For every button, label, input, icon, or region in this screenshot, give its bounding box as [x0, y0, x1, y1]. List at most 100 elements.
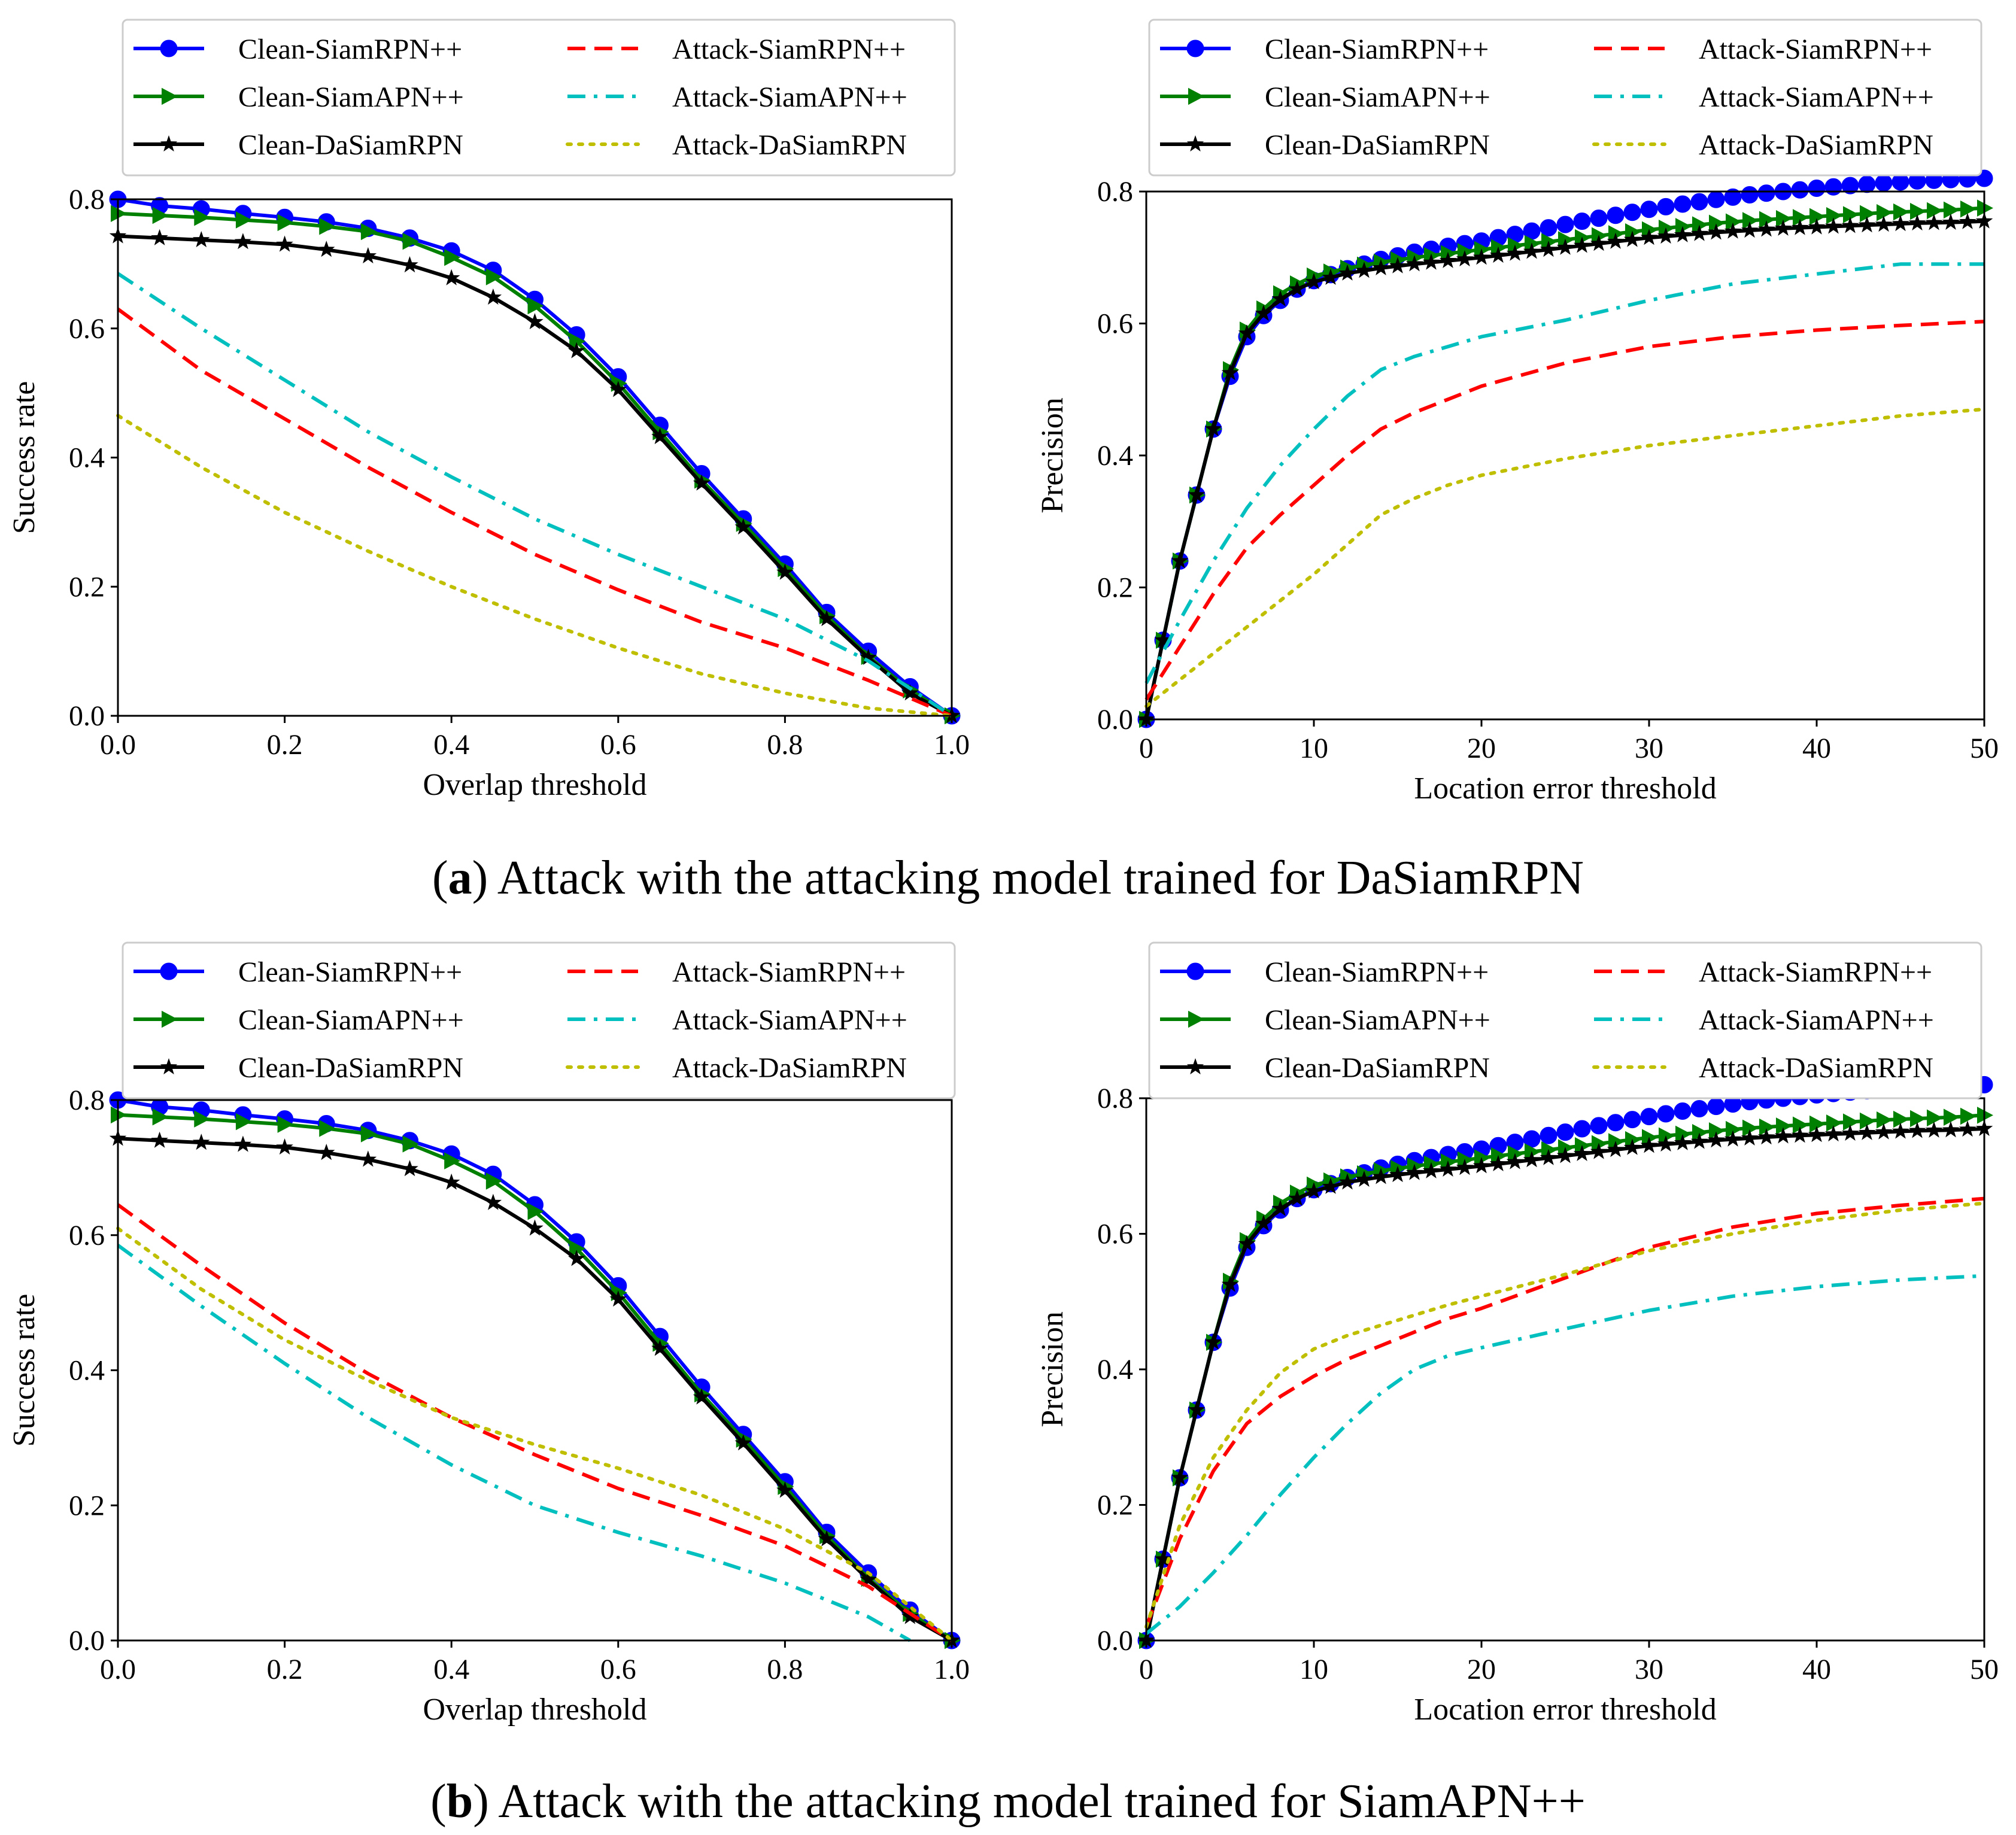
chart-a-left-legend-clean-dasiamrpn-point-swatch: [160, 135, 178, 152]
chart-a-left-legend-clean-dasiamrpn-label: Clean-DaSiamRPN: [238, 129, 463, 161]
chart-a-right-series-clean-dasiamrpn-point-21: [1489, 246, 1507, 263]
chart-a-left-legend-clean-siamapn-point-swatch: [162, 87, 178, 105]
chart-a-left-series-clean-siamapn-point-7: [402, 232, 419, 250]
chart-a-left-legend: Clean-SiamRPN++ Clean-SiamAPN++ Clean-DaSi…: [122, 19, 956, 177]
chart-a-right-series-clean-siamapn-point-38: [1776, 209, 1792, 227]
chart-b-right-series-clean-dasiamrpn-point-46: [1908, 1122, 1926, 1138]
chart-b-right-legend-clean-dasiamrpn-point-swatch: [1186, 1058, 1204, 1075]
chart-b-right-xtick-label-4: 40: [1802, 1654, 1831, 1685]
chart-b-left-xlabel: Overlap threshold: [423, 1693, 646, 1727]
chart-a-left-series-clean-dasiamrpn-point-6: [359, 247, 377, 264]
chart-b-right-ytick-label-0: 0.0: [1097, 1625, 1133, 1657]
chart-b-left-legend-attack-siamrpn-label: Attack-SiamRPN++: [672, 956, 906, 988]
chart-a-right-series-clean-siamapn-point-39: [1793, 209, 1809, 226]
chart-a-right-series-clean-dasiamrpn-point-9: [1288, 280, 1306, 297]
chart-a-right-ytick-label-0: 0.0: [1097, 704, 1133, 736]
chart-a-right-xtick-label-0: 0: [1139, 733, 1153, 764]
chart-b-left-series-clean-dasiamrpn-point-10: [526, 1219, 544, 1236]
chart-b-left-legend: Clean-SiamRPN++ Clean-SiamAPN++ Clean-DaSi…: [122, 941, 956, 1099]
caption-a-label: a: [448, 852, 472, 904]
chart-a-left-legend-clean-siamapn-label: Clean-SiamAPN++: [238, 81, 464, 113]
chart-b-right-legend-box: [1148, 941, 1982, 1099]
chart-a-right-series-clean-siamapn-point-49: [1960, 200, 1976, 218]
chart-a-right-series-clean-dasiamrpn-point-26: [1573, 236, 1591, 253]
chart-b-right-series-clean-dasiamrpn-point-19: [1456, 1159, 1474, 1175]
chart-a-left-series-clean-dasiamrpn-point-1: [151, 229, 168, 245]
chart-a-right-series-clean-siamapn-point-46: [1910, 202, 1926, 220]
chart-b-right-legend-attack-siamrpn-label: Attack-SiamRPN++: [1699, 956, 1932, 988]
chart-a-right-series-attack-siamrpn-line: [1144, 320, 1985, 701]
caption-a-open: (: [432, 852, 448, 904]
chart-a-left-series-attack-dasiamrpn-line: [116, 414, 954, 718]
chart-b-right-series-clean-siamapn-point-23: [1525, 1143, 1541, 1160]
chart-a-right-series-clean-dasiamrpn-point-19: [1456, 250, 1474, 267]
chart-a-right-series-clean-siamapn-point-25: [1558, 231, 1574, 248]
chart-b-right-series-clean-dasiamrpn-point-15: [1389, 1166, 1407, 1183]
chart-b-left-series-clean-dasiamrpn-point-5: [318, 1144, 335, 1160]
chart-b-right-series-clean-siamapn-point-21: [1491, 1147, 1507, 1165]
chart-a-left-xtick-label-2: 0.4: [433, 729, 469, 761]
chart-b-right-series-clean-dasiamrpn-point-48: [1942, 1121, 1960, 1138]
chart-a-right-legend-box: [1148, 19, 1982, 177]
chart-a-right-series-clean-dasiamrpn-point-27: [1590, 235, 1608, 251]
chart-b-left-series-clean-dasiamrpn-point-15: [734, 1434, 752, 1451]
chart-a-right-series-clean-siamapn-point-27: [1592, 227, 1608, 245]
chart-a-right-series-clean-dasiamrpn-point-4: [1204, 420, 1222, 436]
chart-b-right-series-clean-dasiamrpn-point-24: [1540, 1149, 1557, 1165]
chart-a-right-series-clean-dasiamrpn-point-39: [1791, 218, 1809, 235]
chart-b-left-ylabel: Success rate: [7, 1294, 41, 1447]
chart-a-right-series-clean-dasiamrpn-point-17: [1422, 253, 1440, 270]
chart-a-right-legend-attack-dasiamrpn-label: Attack-DaSiamRPN: [1699, 129, 1933, 161]
chart-b-left-series-clean-dasiamrpn-point-9: [484, 1193, 502, 1210]
chart-b-left-ytick-label-1: 0.2: [69, 1490, 105, 1521]
chart-a-left-legend-attack-siamrpn-label: Attack-SiamRPN++: [672, 34, 906, 65]
chart-a-right-xtick-label-1: 10: [1300, 733, 1328, 764]
chart-b-right-series-clean-siamrpn-point-27: [1590, 1117, 1608, 1135]
caption-b: (b) Attack with the attacking model trai…: [430, 1775, 1586, 1828]
chart-a-left-series-clean-siamapn-point-9: [485, 268, 502, 285]
chart-a-right-series-clean-siamapn-point-41: [1826, 206, 1842, 224]
chart-a-right-legend-clean-siamrpn-point-swatch: [1186, 40, 1204, 57]
chart-b-right-legend-attack-dasiamrpn-label: Attack-DaSiamRPN: [1699, 1052, 1933, 1084]
chart-b-left-series-clean-dasiamrpn-point-18: [860, 1570, 877, 1587]
chart-b-right-series-clean-dasiamrpn-point-12: [1338, 1173, 1356, 1190]
chart-a-right-series-clean-siamapn-point-19: [1458, 243, 1474, 260]
chart-a-left-series-clean-dasiamrpn-point-2: [193, 231, 210, 248]
chart-a-right-series-clean-siamapn-point-32: [1675, 218, 1692, 235]
chart-b-left-ytick-label-2: 0.4: [69, 1355, 105, 1387]
chart-b-left-xtick-label-1: 0.2: [267, 1654, 303, 1685]
chart-a-right-series-clean-siamrpn-point-34: [1707, 190, 1725, 208]
chart-a-left-ytick-label-0: 0.0: [69, 700, 105, 732]
chart-b-right-series-clean-dasiamrpn-point-36: [1741, 1129, 1759, 1146]
chart-b-left-series-clean-dasiamrpn-point-14: [693, 1388, 711, 1405]
chart-b-left-series-clean-siamapn-point-3: [235, 1113, 252, 1131]
chart-b-right-series-clean-dasiamrpn-point-3: [1188, 1400, 1206, 1418]
chart-b-right-series-clean-siamrpn-point-28: [1607, 1114, 1625, 1132]
chart-b-right-series-clean-siamapn-point-32: [1675, 1125, 1692, 1143]
chart-a-right-series-clean-dasiamrpn-point-25: [1556, 238, 1574, 255]
chart-b-right-series-clean-dasiamrpn: [1137, 1120, 1993, 1648]
chart-a-right-series-clean-dasiamrpn-point-30: [1640, 229, 1658, 245]
chart-b-right-series-clean-dasiamrpn-point-47: [1925, 1121, 1943, 1138]
chart-b-right-series-clean-dasiamrpn-point-16: [1405, 1163, 1423, 1180]
chart-a-right-series-clean-dasiamrpn-point-31: [1657, 227, 1675, 244]
chart-b-right-series-clean-dasiamrpn-point-31: [1657, 1135, 1675, 1152]
chart-a-left-xtick-label-0: 0.0: [100, 729, 136, 761]
chart-b-right-series-attack-siamapn-line: [1145, 1274, 1985, 1636]
chart-b-right-series-clean-dasiamrpn-point-22: [1506, 1153, 1524, 1169]
chart-a-left-series-clean-siamapn-point-4: [277, 214, 294, 232]
chart-a-left-series-clean-dasiamrpn-point-3: [234, 233, 252, 250]
chart-b-left-legend-attack-siamapn-label: Attack-SiamAPN++: [672, 1004, 907, 1036]
chart-b-left-series-clean-dasiamrpn-point-11: [567, 1250, 585, 1266]
chart-b-right-series-clean-siamapn-point-22: [1508, 1145, 1524, 1163]
chart-a-right-series-clean-dasiamrpn-point-40: [1808, 218, 1826, 235]
chart-a-left-series-clean-dasiamrpn-point-16: [776, 563, 794, 580]
chart-a-right-legend-clean-siamrpn-label: Clean-SiamRPN++: [1265, 34, 1489, 65]
chart-b-right-series-clean-dasiamrpn-point-33: [1690, 1132, 1708, 1149]
chart-b-right-series-clean-dasiamrpn-point-23: [1523, 1151, 1541, 1168]
chart-b-right-ytick-label-4: 0.8: [1097, 1083, 1133, 1114]
chart-a-left: 0.0 0.2 0.4 0.6 0.8 1.0 0.0 0.2 0.4 0.6 0.8 Overlap…: [7, 19, 970, 802]
chart-a-right-series-clean-dasiamrpn-point-42: [1841, 217, 1859, 233]
chart-a-left-ylabel: Success rate: [7, 381, 41, 534]
